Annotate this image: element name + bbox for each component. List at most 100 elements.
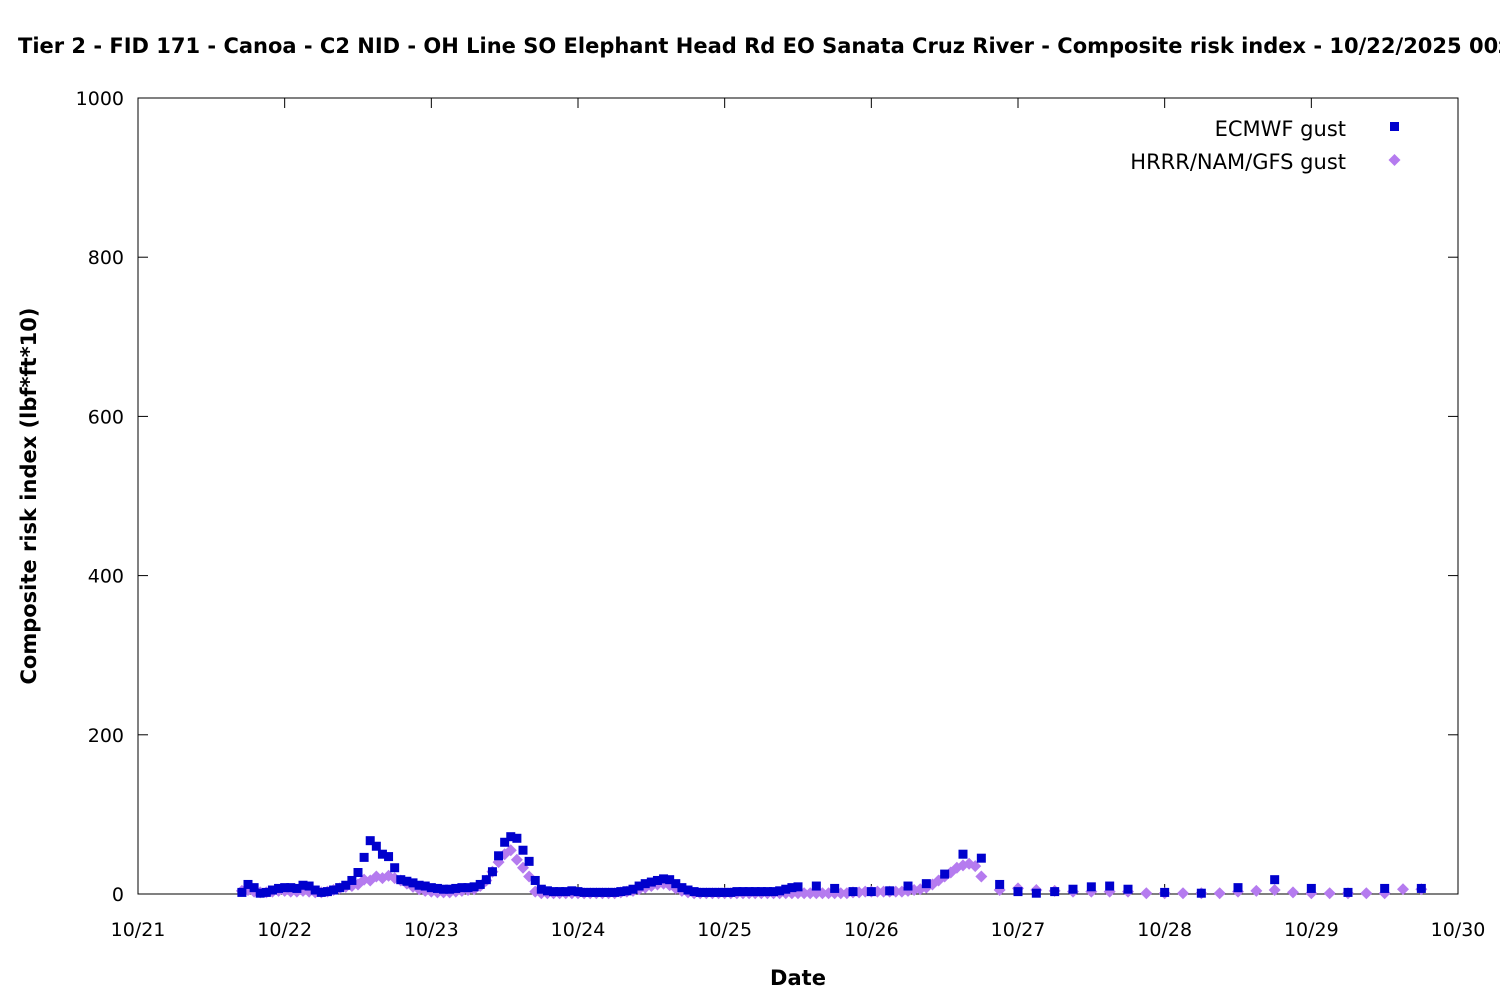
y-tick-label: 400 <box>88 566 124 588</box>
ecmwf-gust-point <box>640 879 650 889</box>
ecmwf-gust-point <box>885 886 895 896</box>
legend-marker-ecmwf <box>1390 122 1399 131</box>
hrrr-nam-gfs-gust-point <box>975 870 988 883</box>
ecmwf-gust-point <box>811 881 821 891</box>
ecmwf-gust-point <box>714 887 724 897</box>
ecmwf-gust-point <box>756 887 766 897</box>
ecmwf-gust-point <box>671 879 681 889</box>
x-tick-label: 10/21 <box>111 919 166 941</box>
ecmwf-gust-point <box>322 887 332 897</box>
ecmwf-gust-point <box>573 887 583 897</box>
ecmwf-gust-point <box>1416 883 1426 893</box>
ecmwf-gust-point <box>555 887 565 897</box>
ecmwf-gust-point <box>793 882 803 892</box>
y-axis: 0 200 400 600 800 1000 <box>76 88 1458 906</box>
hrrr-nam-gfs-gust-point <box>1250 884 1263 897</box>
ecmwf-gust-point <box>298 880 308 890</box>
ecmwf-gust-point <box>1105 881 1115 891</box>
ecmwf-gust-point <box>610 887 620 897</box>
hrrr-nam-gfs-gust-point <box>1268 884 1281 897</box>
ecmwf-gust-point <box>958 849 968 859</box>
hrrr-nam-gfs-gust-point <box>1360 887 1373 900</box>
ecmwf-gust-point <box>469 882 479 892</box>
ecmwf-gust-point <box>274 883 284 893</box>
ecmwf-gust-point <box>762 887 772 897</box>
hrrr-nam-gfs-gust-point <box>1140 887 1153 900</box>
ecmwf-gust-point <box>377 849 387 859</box>
y-tick-label: 1000 <box>76 88 124 110</box>
ecmwf-gust-point <box>1086 882 1096 892</box>
ecmwf-gust-point <box>390 863 400 873</box>
ecmwf-gust-point <box>726 887 736 897</box>
ecmwf-gust-point <box>402 876 412 886</box>
ecmwf-gust-point <box>347 875 357 885</box>
ecmwf-gust-point <box>604 887 614 897</box>
ecmwf-gust-point <box>267 885 277 895</box>
ecmwf-gust-point <box>500 837 510 847</box>
ecmwf-gust-point <box>585 887 595 897</box>
ecmwf-gust-point <box>420 881 430 891</box>
ecmwf-gust-point <box>1013 887 1023 897</box>
ecmwf-gust-point <box>622 886 632 896</box>
legend-label-ecmwf: ECMWF gust <box>1215 117 1346 141</box>
legend: ECMWF gust HRRR/NAM/GFS gust <box>1130 117 1401 174</box>
hrrr-nam-gfs-gust-point <box>504 844 517 857</box>
ecmwf-gust-point <box>921 879 931 889</box>
ecmwf-gust-point <box>310 885 320 895</box>
ecmwf-gust-point <box>286 883 296 893</box>
ecmwf-gust-point <box>481 875 491 885</box>
ecmwf-gust-point <box>665 875 675 885</box>
hrrr-nam-gfs-gust-point <box>1287 886 1299 899</box>
ecmwf-gust-point <box>329 885 339 895</box>
ecmwf-gust-point <box>414 880 424 890</box>
x-tick-label: 10/25 <box>697 919 752 941</box>
ecmwf-gust-point <box>542 886 552 896</box>
ecmwf-gust-point <box>524 856 534 866</box>
ecmwf-gust-point <box>995 879 1005 889</box>
ecmwf-gust-point <box>677 883 687 893</box>
y-axis-title: Composite risk index (lbf*ft*10) <box>17 307 41 684</box>
ecmwf-gust-point <box>371 841 381 851</box>
ecmwf-gust-point <box>249 883 259 893</box>
ecmwf-gust-point <box>445 884 455 894</box>
x-axis: 10/21 10/22 10/23 10/24 10/25 10/26 10/27 10/28… <box>111 98 1485 941</box>
ecmwf-gust-point <box>359 852 369 862</box>
ecmwf-gust-point <box>457 883 467 893</box>
ecmwf-gust-point <box>659 874 669 884</box>
chart-title: Tier 2 - FID 171 - Canoa - C2 NID - OH L… <box>18 34 1500 58</box>
legend-marker-hrrr-nam-gfs <box>1388 154 1401 166</box>
hrrr-nam-gfs-gust-point <box>1177 887 1189 900</box>
ecmwf-gust-point <box>280 883 290 893</box>
ecmwf-gust-point <box>561 887 571 897</box>
x-tick-label: 10/24 <box>551 919 606 941</box>
ecmwf-gust-point <box>597 887 607 897</box>
x-tick-label: 10/27 <box>991 919 1046 941</box>
ecmwf-gust-point <box>549 887 559 897</box>
ecmwf-gust-point <box>408 878 418 888</box>
hrrr-nam-gfs-gust-point <box>969 860 982 873</box>
ecmwf-gust-point <box>1343 887 1353 897</box>
ecmwf-gust-point <box>1123 884 1133 894</box>
ecmwf-gust-point <box>866 887 876 897</box>
ecmwf-gust-point <box>1050 887 1060 897</box>
ecmwf-gust-point <box>652 875 662 885</box>
ecmwf-gust-point <box>775 886 785 896</box>
ecmwf-gust-point <box>579 887 589 897</box>
ecmwf-gust-point <box>316 887 326 897</box>
ecmwf-gust-point <box>494 851 504 861</box>
y-tick-label: 200 <box>88 725 124 747</box>
ecmwf-gust-point <box>335 883 345 893</box>
x-tick-label: 10/26 <box>844 919 899 941</box>
ecmwf-gust-point <box>1233 883 1243 893</box>
ecmwf-gust-point <box>683 885 693 895</box>
ecmwf-gust-point <box>292 883 302 893</box>
ecmwf-gust-point <box>530 875 540 885</box>
ecmwf-gust-point <box>365 836 375 846</box>
ecmwf-gust-point <box>1306 883 1316 893</box>
plot-frame <box>137 97 1459 895</box>
ecmwf-gust-point <box>304 881 314 891</box>
ecmwf-gust-point <box>695 887 705 897</box>
ecmwf-gust-point <box>463 883 473 893</box>
y-tick-label: 0 <box>112 884 124 906</box>
ecmwf-gust-point <box>707 887 717 897</box>
